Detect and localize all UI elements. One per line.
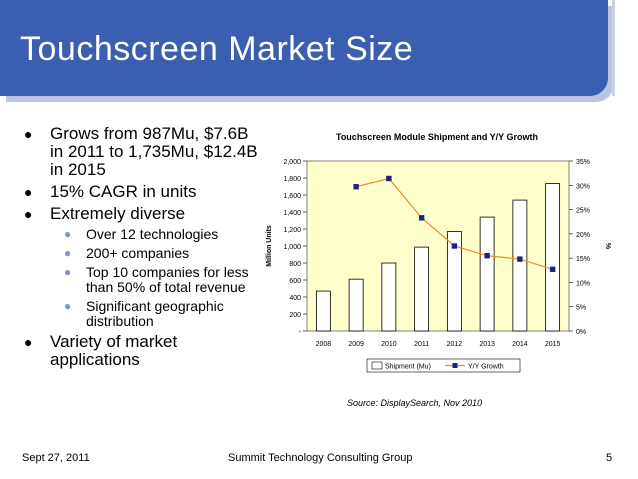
shipment-growth-chart: Touchscreen Module Shipment and Y/Y Grow… bbox=[266, 132, 611, 408]
sub-bullet-text: Significant geographic distribution bbox=[86, 298, 224, 329]
bar-2011 bbox=[414, 246, 430, 332]
y-axis-tick-label: 2,000 bbox=[283, 159, 301, 166]
chart-title: Touchscreen Module Shipment and Y/Y Grow… bbox=[336, 132, 538, 142]
growth-marker-2009 bbox=[353, 184, 359, 190]
y-axis-tick-label: 800 bbox=[289, 261, 301, 268]
bar-2013 bbox=[479, 216, 495, 332]
x-axis-tick-label: 2012 bbox=[447, 341, 463, 348]
y2-axis-tick-label: 5% bbox=[576, 305, 586, 312]
legend-bar-swatch bbox=[371, 361, 383, 370]
sub-bullet-icon: ● bbox=[64, 265, 72, 279]
bullet-item: ● Variety of market applications bbox=[24, 333, 264, 369]
bullet-icon: ● bbox=[24, 334, 33, 350]
x-axis-tick-label: 2011 bbox=[414, 341, 429, 348]
y-axis-tick-label: 1,000 bbox=[283, 244, 301, 251]
y-axis-label: Million Units bbox=[266, 225, 273, 267]
growth-marker-2013 bbox=[484, 253, 490, 259]
y-axis-tick-label: 600 bbox=[289, 278, 301, 285]
slide-number: 5 bbox=[606, 452, 613, 464]
y2-axis-tick-label: 0% bbox=[576, 329, 586, 336]
x-axis-tick-label: 2010 bbox=[381, 341, 397, 348]
y2-axis-tick-label: 15% bbox=[576, 256, 590, 263]
sub-bullet-icon: ● bbox=[64, 246, 72, 260]
title-bar bbox=[0, 0, 608, 96]
bar-2014 bbox=[512, 199, 528, 332]
footer-date: Sept 27, 2011 bbox=[22, 452, 90, 464]
y-axis-tick-label: - bbox=[299, 329, 302, 336]
y-axis-tick-label: 1,600 bbox=[283, 193, 301, 200]
sub-bullet-item: ● Significant geographic distribution bbox=[64, 299, 264, 329]
bullet-icon: ● bbox=[24, 206, 33, 222]
y2-axis-tick-label: 30% bbox=[576, 183, 590, 190]
sub-bullet-text: Over 12 technologies bbox=[86, 226, 219, 242]
sub-bullet-item: ● 200+ companies bbox=[64, 246, 264, 261]
bar-2008 bbox=[315, 290, 331, 332]
bullet-item: ● 15% CAGR in units bbox=[24, 183, 264, 201]
x-axis-tick-label: 2015 bbox=[545, 341, 561, 348]
sub-bullet-item: ● Top 10 companies for less than 50% of t… bbox=[64, 265, 264, 295]
sub-bullet-icon: ● bbox=[64, 227, 72, 241]
y2-axis-tick-label: 35% bbox=[576, 159, 590, 166]
y-axis-tick-label: 200 bbox=[289, 312, 301, 319]
decorative-line bbox=[612, 0, 615, 96]
bullet-icon: ● bbox=[24, 184, 33, 200]
x-axis-tick-label: 2013 bbox=[479, 341, 495, 348]
bar-2015 bbox=[545, 183, 561, 332]
growth-marker-2010 bbox=[386, 175, 392, 182]
legend-bar-label: Shipment (Mu) bbox=[385, 364, 431, 371]
sub-bullet-item: ● Over 12 technologies bbox=[64, 227, 264, 242]
plot-area bbox=[306, 160, 570, 332]
y2-axis-tick-label: 20% bbox=[576, 232, 590, 239]
bar-2009 bbox=[348, 278, 364, 332]
bullet-icon: ● bbox=[24, 126, 33, 142]
sub-bullet-text: Top 10 companies for less than 50% of to… bbox=[86, 264, 249, 295]
y-axis-tick-label: 400 bbox=[289, 295, 301, 302]
bar-2010 bbox=[381, 262, 397, 332]
y2-axis-tick-label: 25% bbox=[576, 208, 590, 215]
y2-axis-label: % bbox=[604, 243, 611, 250]
chart-source: Source: DisplaySearch, Nov 2010 bbox=[347, 398, 482, 408]
bullet-item: ● Grows from 987Mu, $7.6B in 2011 to 1,73… bbox=[24, 125, 264, 179]
bullet-text: 15% CAGR in units bbox=[50, 182, 197, 201]
x-axis-tick-label: 2014 bbox=[512, 341, 528, 348]
legend-line-label: Y/Y Growth bbox=[468, 364, 504, 371]
growth-marker-2015 bbox=[549, 266, 556, 273]
bar-2012 bbox=[446, 231, 462, 332]
bullet-text: Variety of market applications bbox=[50, 332, 178, 369]
x-axis-tick-label: 2009 bbox=[348, 341, 364, 348]
x-axis-tick-label: 2008 bbox=[316, 341, 332, 348]
footer-organization: Summit Technology Consulting Group bbox=[228, 452, 413, 464]
bullet-text: Grows from 987Mu, $7.6B in 2011 to 1,735… bbox=[50, 124, 258, 179]
y-axis-tick-label: 1,200 bbox=[283, 227, 301, 234]
growth-marker-2011 bbox=[418, 215, 425, 221]
bullet-list: ● Grows from 987Mu, $7.6B in 2011 to 1,73… bbox=[24, 125, 264, 373]
bullet-item: ● Extremely diverse bbox=[24, 205, 264, 223]
y2-axis-tick-label: 10% bbox=[576, 280, 590, 287]
sub-bullet-icon: ● bbox=[64, 299, 72, 313]
slide-title: Touchscreen Market Size bbox=[20, 30, 414, 68]
sub-bullet-text: 200+ companies bbox=[86, 245, 190, 261]
growth-marker-2012 bbox=[451, 243, 458, 249]
growth-marker-2014 bbox=[517, 256, 523, 262]
y-axis-tick-label: 1,400 bbox=[283, 210, 301, 217]
legend-marker-swatch bbox=[452, 363, 458, 368]
legend-box bbox=[366, 358, 521, 373]
bullet-text: Extremely diverse bbox=[50, 204, 186, 223]
y-axis-tick-label: 1,800 bbox=[283, 176, 301, 183]
